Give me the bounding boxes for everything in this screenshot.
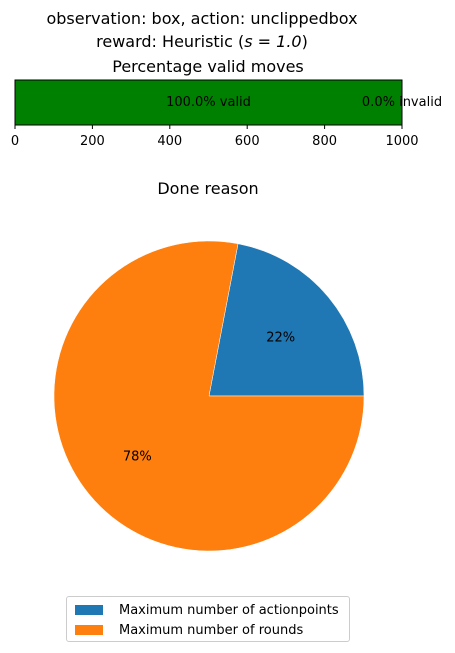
figure-title-line1: observation: box, action: unclippedbox <box>46 9 357 28</box>
legend-label-rounds: Maximum number of rounds <box>119 622 304 638</box>
bar-xtick-label-0: 0 <box>11 134 19 149</box>
figure-title-line2-start: reward: Heuristic ( <box>96 32 244 51</box>
bar-chart-title: Percentage valid moves <box>112 57 304 76</box>
bar-xtick-label-600: 600 <box>235 134 260 149</box>
pie-slice-0 <box>208 243 365 397</box>
bar-xtick-label-200: 200 <box>80 134 105 149</box>
bar-label-invalid: 0.0% invalid <box>362 95 442 110</box>
bar-label-valid: 100.0% valid <box>166 95 251 110</box>
legend-swatch-rounds <box>75 625 103 635</box>
bar-axes-frame <box>14 79 403 126</box>
pie-label-1: 78% <box>123 449 152 464</box>
bar-segment-valid <box>15 80 402 125</box>
bar-xtick-label-400: 400 <box>157 134 182 149</box>
legend-swatch-actionpoints <box>75 605 103 615</box>
pie-chart-title: Done reason <box>157 179 258 198</box>
figure-title-line2-end: ) <box>302 32 308 51</box>
pie-legend: Maximum number of actionpoints Maximum n… <box>66 596 350 642</box>
bar-chart: 100.0% valid 0.0% invalid 0 200 400 600 800 100… <box>11 79 442 149</box>
bar-xtick-label-800: 800 <box>312 134 337 149</box>
bar-xtick-label-1000: 1000 <box>385 134 418 149</box>
legend-item-actionpoints: Maximum number of actionpoints <box>75 601 339 619</box>
pie-chart: 22% 78% <box>53 240 365 552</box>
pie-slice-1 <box>53 240 365 552</box>
pie-label-0: 22% <box>266 331 295 346</box>
legend-label-actionpoints: Maximum number of actionpoints <box>119 602 339 618</box>
figure-title-line2-math: s = 1.0 <box>244 32 301 51</box>
legend-item-rounds: Maximum number of rounds <box>75 621 303 639</box>
figure-title-line2: reward: Heuristic (s = 1.0) <box>96 32 308 51</box>
